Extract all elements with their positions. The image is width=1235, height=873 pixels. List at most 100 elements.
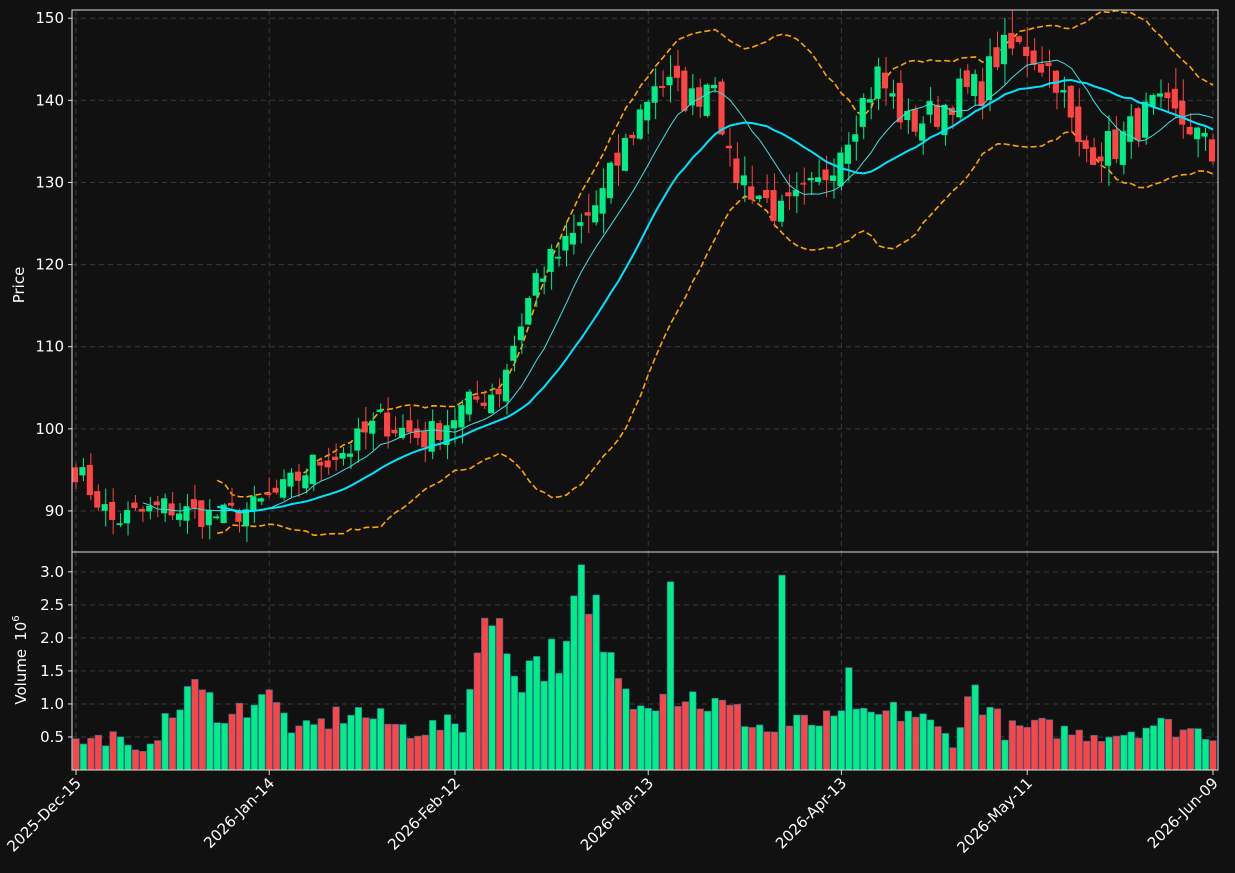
candle-body — [592, 205, 599, 223]
volume-bar — [986, 707, 994, 771]
candle — [978, 67, 985, 120]
volume-bar — [815, 725, 823, 771]
candle — [361, 407, 368, 450]
candle-body — [235, 511, 242, 522]
volume-bar — [1083, 740, 1091, 771]
candle-body — [584, 212, 591, 216]
volume-bar — [1053, 738, 1061, 771]
price-tick-label: 100 — [35, 420, 64, 438]
candle — [621, 133, 628, 172]
candle — [606, 161, 614, 204]
candle — [1037, 46, 1045, 77]
candle — [740, 156, 747, 202]
candle — [807, 172, 814, 196]
volume-bar — [934, 726, 942, 771]
volume-bar — [704, 710, 712, 771]
candle-body — [257, 498, 264, 502]
volume-bar — [339, 723, 348, 771]
candle — [673, 49, 680, 92]
volume-bar — [600, 651, 608, 771]
volume-bar — [1075, 729, 1083, 771]
volume-bar — [971, 684, 979, 771]
candle — [317, 458, 324, 481]
candle-body — [361, 421, 368, 433]
price-tick-label: 140 — [35, 91, 64, 109]
candle — [510, 335, 517, 372]
candle — [755, 195, 762, 203]
candle — [302, 468, 309, 494]
candle-body — [718, 81, 725, 135]
candle — [227, 487, 235, 509]
candle — [1030, 38, 1037, 71]
volume-bar — [325, 728, 333, 771]
candle — [205, 499, 212, 540]
candle — [636, 104, 643, 140]
candle-body — [725, 145, 733, 149]
candle — [109, 488, 116, 535]
candle — [346, 444, 354, 469]
candle-body — [272, 487, 279, 493]
candle-body — [963, 70, 970, 87]
candle — [220, 503, 227, 524]
volume-bar — [1201, 738, 1210, 771]
candle-body — [844, 144, 851, 164]
candle-body — [889, 93, 896, 97]
volume-bar — [176, 709, 184, 771]
volume-bar — [1120, 734, 1128, 771]
volume-bar — [1187, 728, 1195, 771]
candle-body — [443, 425, 450, 446]
candle — [532, 268, 539, 307]
candle — [554, 243, 562, 267]
candle-body — [213, 516, 220, 519]
price-tick-label: 90 — [45, 502, 64, 520]
volume-bar — [213, 722, 221, 771]
candle-body — [1127, 116, 1134, 142]
candle-body — [1030, 50, 1037, 65]
candle-body — [109, 501, 116, 520]
volume-bar — [941, 733, 950, 771]
candle-body — [227, 502, 235, 506]
candle — [1201, 127, 1208, 151]
candle-body — [807, 177, 814, 181]
volume-bar — [102, 745, 110, 771]
volume-bar — [837, 710, 846, 771]
candle — [198, 499, 205, 539]
candle — [815, 159, 822, 186]
price-tick-label: 130 — [35, 173, 64, 191]
candle-body — [391, 429, 398, 434]
volume-bar — [770, 731, 779, 771]
candle — [1127, 103, 1134, 159]
candle-body — [1186, 126, 1193, 135]
volume-bar — [458, 732, 467, 771]
volume-bar — [830, 715, 838, 771]
volume-bar — [377, 708, 385, 771]
volume-axis-label: Volume — [12, 649, 30, 705]
candle-body — [755, 195, 762, 199]
candle — [599, 168, 606, 234]
candle — [1097, 142, 1104, 183]
volume-bar — [1194, 728, 1202, 771]
volume-bar — [466, 689, 474, 771]
volume-bar — [495, 618, 504, 771]
candle-body — [629, 134, 636, 139]
volume-bar — [1172, 736, 1180, 771]
volume-bar — [191, 679, 199, 771]
candle — [168, 491, 175, 520]
volume-bar — [964, 696, 972, 771]
candle-body — [1008, 32, 1015, 49]
candle — [592, 190, 599, 226]
volume-bar — [1209, 740, 1217, 771]
candle-body — [205, 510, 212, 526]
candle — [852, 115, 859, 161]
candle-body — [933, 104, 941, 127]
candle — [584, 193, 591, 234]
candle — [770, 173, 777, 228]
candle-body — [354, 428, 361, 451]
candle — [941, 103, 948, 146]
candle-body — [569, 232, 576, 245]
candle-body — [473, 396, 480, 400]
candle — [443, 409, 450, 460]
candle — [763, 174, 770, 204]
candle — [502, 363, 510, 415]
volume-bar — [889, 701, 898, 771]
